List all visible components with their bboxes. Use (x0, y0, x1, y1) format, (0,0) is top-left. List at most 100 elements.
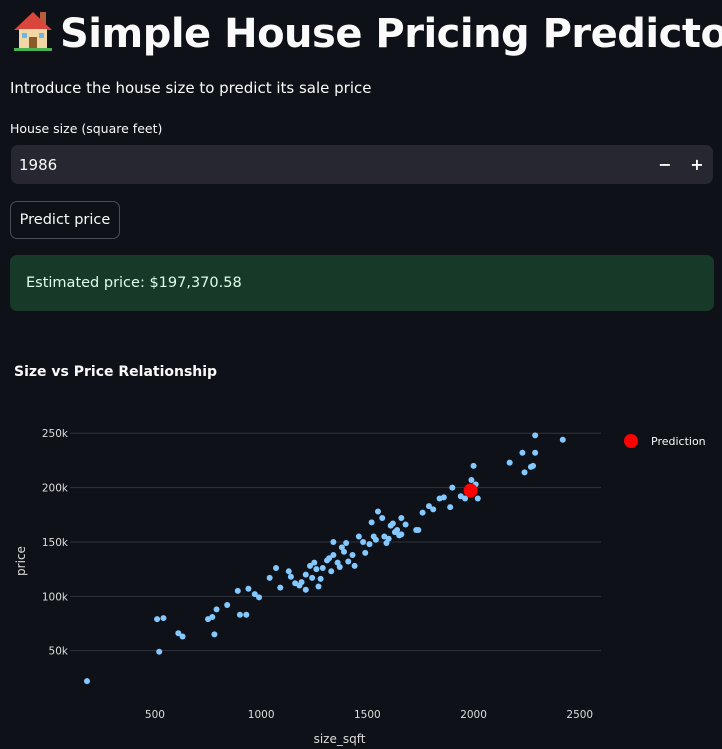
data-point[interactable] (362, 549, 369, 556)
data-point[interactable] (224, 602, 231, 609)
data-point[interactable] (285, 568, 292, 575)
estimated-price-alert: Estimated price: $197,370.58 (10, 255, 714, 311)
decrement-button[interactable]: − (658, 155, 672, 174)
data-point[interactable] (360, 538, 367, 545)
prediction-point[interactable] (463, 483, 478, 498)
data-point[interactable] (559, 436, 566, 443)
data-point[interactable] (266, 574, 273, 581)
y-axis-label: price (14, 546, 28, 576)
data-point[interactable] (336, 563, 343, 570)
data-point[interactable] (368, 519, 375, 526)
chart-title: Size vs Price Relationship (14, 364, 218, 380)
data-point[interactable] (319, 565, 326, 572)
data-point[interactable] (317, 575, 324, 582)
data-point[interactable] (236, 611, 243, 618)
data-point[interactable] (83, 678, 90, 685)
data-point[interactable] (298, 579, 305, 586)
x-tick-label: 2000 (460, 709, 487, 721)
data-point[interactable] (379, 515, 386, 522)
data-point[interactable] (343, 540, 350, 547)
data-point[interactable] (213, 606, 220, 613)
estimated-price-text: Estimated price: $197,370.58 (26, 275, 242, 291)
data-point[interactable] (449, 484, 456, 491)
data-point[interactable] (425, 503, 432, 510)
page-title: Simple House Pricing Predictor (10, 8, 722, 64)
increment-button[interactable]: + (690, 155, 704, 174)
data-point[interactable] (532, 432, 539, 439)
data-point[interactable] (415, 526, 422, 533)
data-point[interactable] (462, 495, 469, 502)
data-point[interactable] (309, 574, 316, 581)
data-point[interactable] (287, 573, 294, 580)
data-point[interactable] (351, 562, 358, 569)
data-point[interactable] (389, 520, 396, 527)
data-point[interactable] (349, 552, 356, 558)
data-point[interactable] (402, 521, 409, 528)
data-point[interactable] (470, 462, 477, 469)
data-point[interactable] (234, 587, 241, 594)
data-point[interactable] (440, 494, 447, 501)
data-point[interactable] (307, 562, 314, 569)
data-point[interactable] (313, 566, 320, 573)
data-point[interactable] (245, 585, 252, 592)
data-point[interactable] (430, 506, 437, 513)
data-point[interactable] (243, 611, 250, 618)
y-tick-label: 50k (49, 646, 69, 658)
data-point[interactable] (328, 568, 335, 575)
data-point[interactable] (175, 630, 182, 637)
x-tick-label: 2500 (566, 709, 593, 721)
data-point[interactable] (398, 531, 405, 538)
data-point[interactable] (532, 449, 539, 456)
data-point[interactable] (256, 594, 263, 601)
house-icon (10, 8, 56, 64)
x-tick-label: 500 (145, 709, 165, 721)
data-point[interactable] (302, 571, 309, 578)
page-title-text: Simple House Pricing Predictor (60, 11, 722, 57)
house-size-number-input: − + (11, 145, 713, 184)
data-point[interactable] (273, 565, 280, 572)
x-tick-label: 1000 (248, 709, 275, 721)
data-point[interactable] (468, 476, 475, 483)
data-point[interactable] (355, 533, 362, 540)
data-point[interactable] (326, 555, 333, 562)
data-point[interactable] (374, 508, 381, 515)
data-point[interactable] (302, 586, 309, 593)
data-point[interactable] (519, 449, 526, 456)
data-point[interactable] (330, 538, 337, 545)
y-tick-label: 150k (42, 537, 69, 549)
x-tick-label: 1500 (354, 709, 381, 721)
data-point[interactable] (211, 631, 218, 638)
data-point[interactable] (398, 515, 405, 522)
data-point[interactable] (160, 615, 167, 622)
data-point[interactable] (311, 559, 318, 566)
data-point[interactable] (179, 633, 186, 640)
data-point[interactable] (474, 495, 481, 502)
data-point[interactable] (385, 535, 392, 542)
data-point[interactable] (345, 558, 352, 565)
data-point[interactable] (372, 536, 379, 543)
data-point[interactable] (340, 548, 347, 555)
predict-price-button[interactable]: Predict price (10, 201, 120, 239)
data-point[interactable] (154, 616, 161, 623)
y-tick-label: 100k (42, 591, 69, 603)
data-point[interactable] (530, 462, 537, 469)
data-point[interactable] (330, 552, 337, 558)
data-point[interactable] (447, 504, 454, 511)
data-point[interactable] (156, 648, 163, 655)
page-subtitle: Introduce the house size to predict its … (10, 79, 372, 97)
data-point[interactable] (419, 509, 426, 516)
data-point[interactable] (209, 613, 216, 620)
house-size-label: House size (square feet) (10, 121, 163, 136)
data-point[interactable] (394, 526, 401, 533)
data-point[interactable] (366, 541, 373, 548)
legend-prediction-label: Prediction (651, 435, 706, 448)
data-point[interactable] (277, 584, 284, 591)
data-point[interactable] (506, 459, 513, 466)
data-point[interactable] (521, 469, 528, 476)
scatter-chart[interactable]: 50k 100k 150k 200k 250k 500 1000 1500 2000 2500 si… (0, 380, 722, 749)
data-point[interactable] (251, 591, 258, 598)
data-point[interactable] (315, 583, 322, 590)
y-tick-label: 250k (42, 428, 69, 440)
house-size-field[interactable] (11, 145, 639, 184)
y-tick-label: 200k (42, 483, 69, 495)
